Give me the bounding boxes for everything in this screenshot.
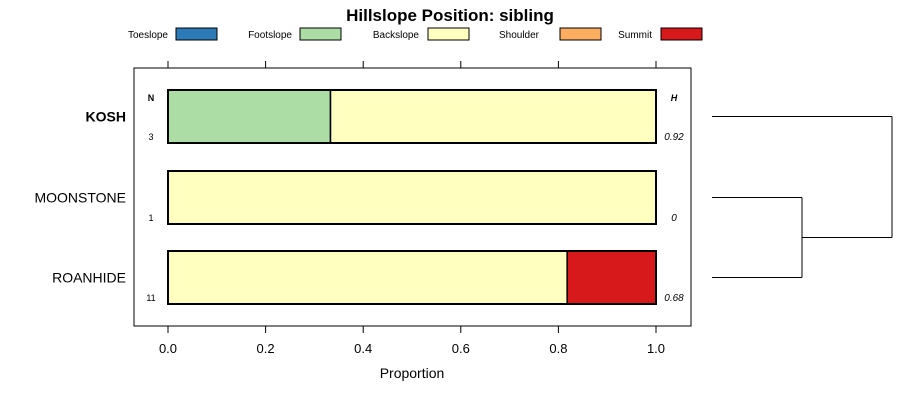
category-label-roanhide: ROANHIDE (52, 270, 126, 286)
legend-swatch-toeslope (175, 27, 218, 41)
legend-label-backslope: Backslope (373, 30, 420, 41)
bar-segment-roanhide-backslope (167, 250, 568, 305)
x-tick-label: 0.4 (354, 341, 372, 356)
bar-segment-kosh-footslope (167, 89, 332, 144)
bar-segment-moonstone-backslope (167, 170, 657, 225)
legend-label-footslope: Footslope (248, 30, 292, 41)
legend-swatch-backslope (427, 27, 470, 41)
bars (167, 89, 657, 305)
n-header: N (148, 93, 155, 103)
chart-title: Hillslope Position: sibling (346, 6, 554, 25)
row-labels: KOSH 3 0.92 MOONSTONE 1 0 ROANHIDE 11 0.68 (34, 109, 684, 305)
legend-label-shoulder: Shoulder (499, 30, 540, 41)
n-value-roanhide: 11 (146, 293, 155, 303)
dendrogram (712, 116, 893, 278)
n-value-moonstone: 1 (148, 213, 153, 223)
h-value-moonstone: 0 (671, 213, 677, 224)
bar-segment-roanhide-summit (566, 250, 657, 305)
top-ticks (167, 61, 657, 68)
x-tick-label: 0.2 (257, 341, 275, 356)
bar-outline-kosh (167, 89, 657, 144)
x-tick-label: 0.8 (549, 341, 567, 356)
category-label-kosh: KOSH (86, 109, 126, 125)
h-header: H (671, 93, 678, 103)
x-axis-label: Proportion (380, 365, 445, 381)
x-tick-label: 1.0 (647, 341, 665, 356)
legend-label-toeslope: Toeslope (128, 30, 168, 41)
h-value-kosh: 0.92 (664, 132, 684, 143)
bar-segment-kosh-backslope (329, 89, 657, 144)
h-value-roanhide: 0.68 (664, 293, 684, 304)
x-tick-label: 0.6 (452, 341, 470, 356)
x-tick-label: 0.0 (159, 341, 177, 356)
legend-swatch-footslope (299, 27, 342, 41)
legend-swatch-summit (660, 27, 703, 41)
category-label-moonstone: MOONSTONE (34, 190, 126, 206)
bar-outline-moonstone (167, 170, 657, 225)
legend-label-summit: Summit (618, 30, 652, 41)
bar-outline-roanhide (167, 250, 657, 305)
legend-swatch-shoulder (559, 27, 602, 41)
x-axis: 0.0 0.2 0.4 0.6 0.8 1.0 (159, 326, 665, 356)
legend: Toeslope Footslope Backslope Shoulder Summit (128, 27, 703, 41)
plot-frame (133, 67, 692, 327)
n-value-kosh: 3 (148, 132, 153, 142)
